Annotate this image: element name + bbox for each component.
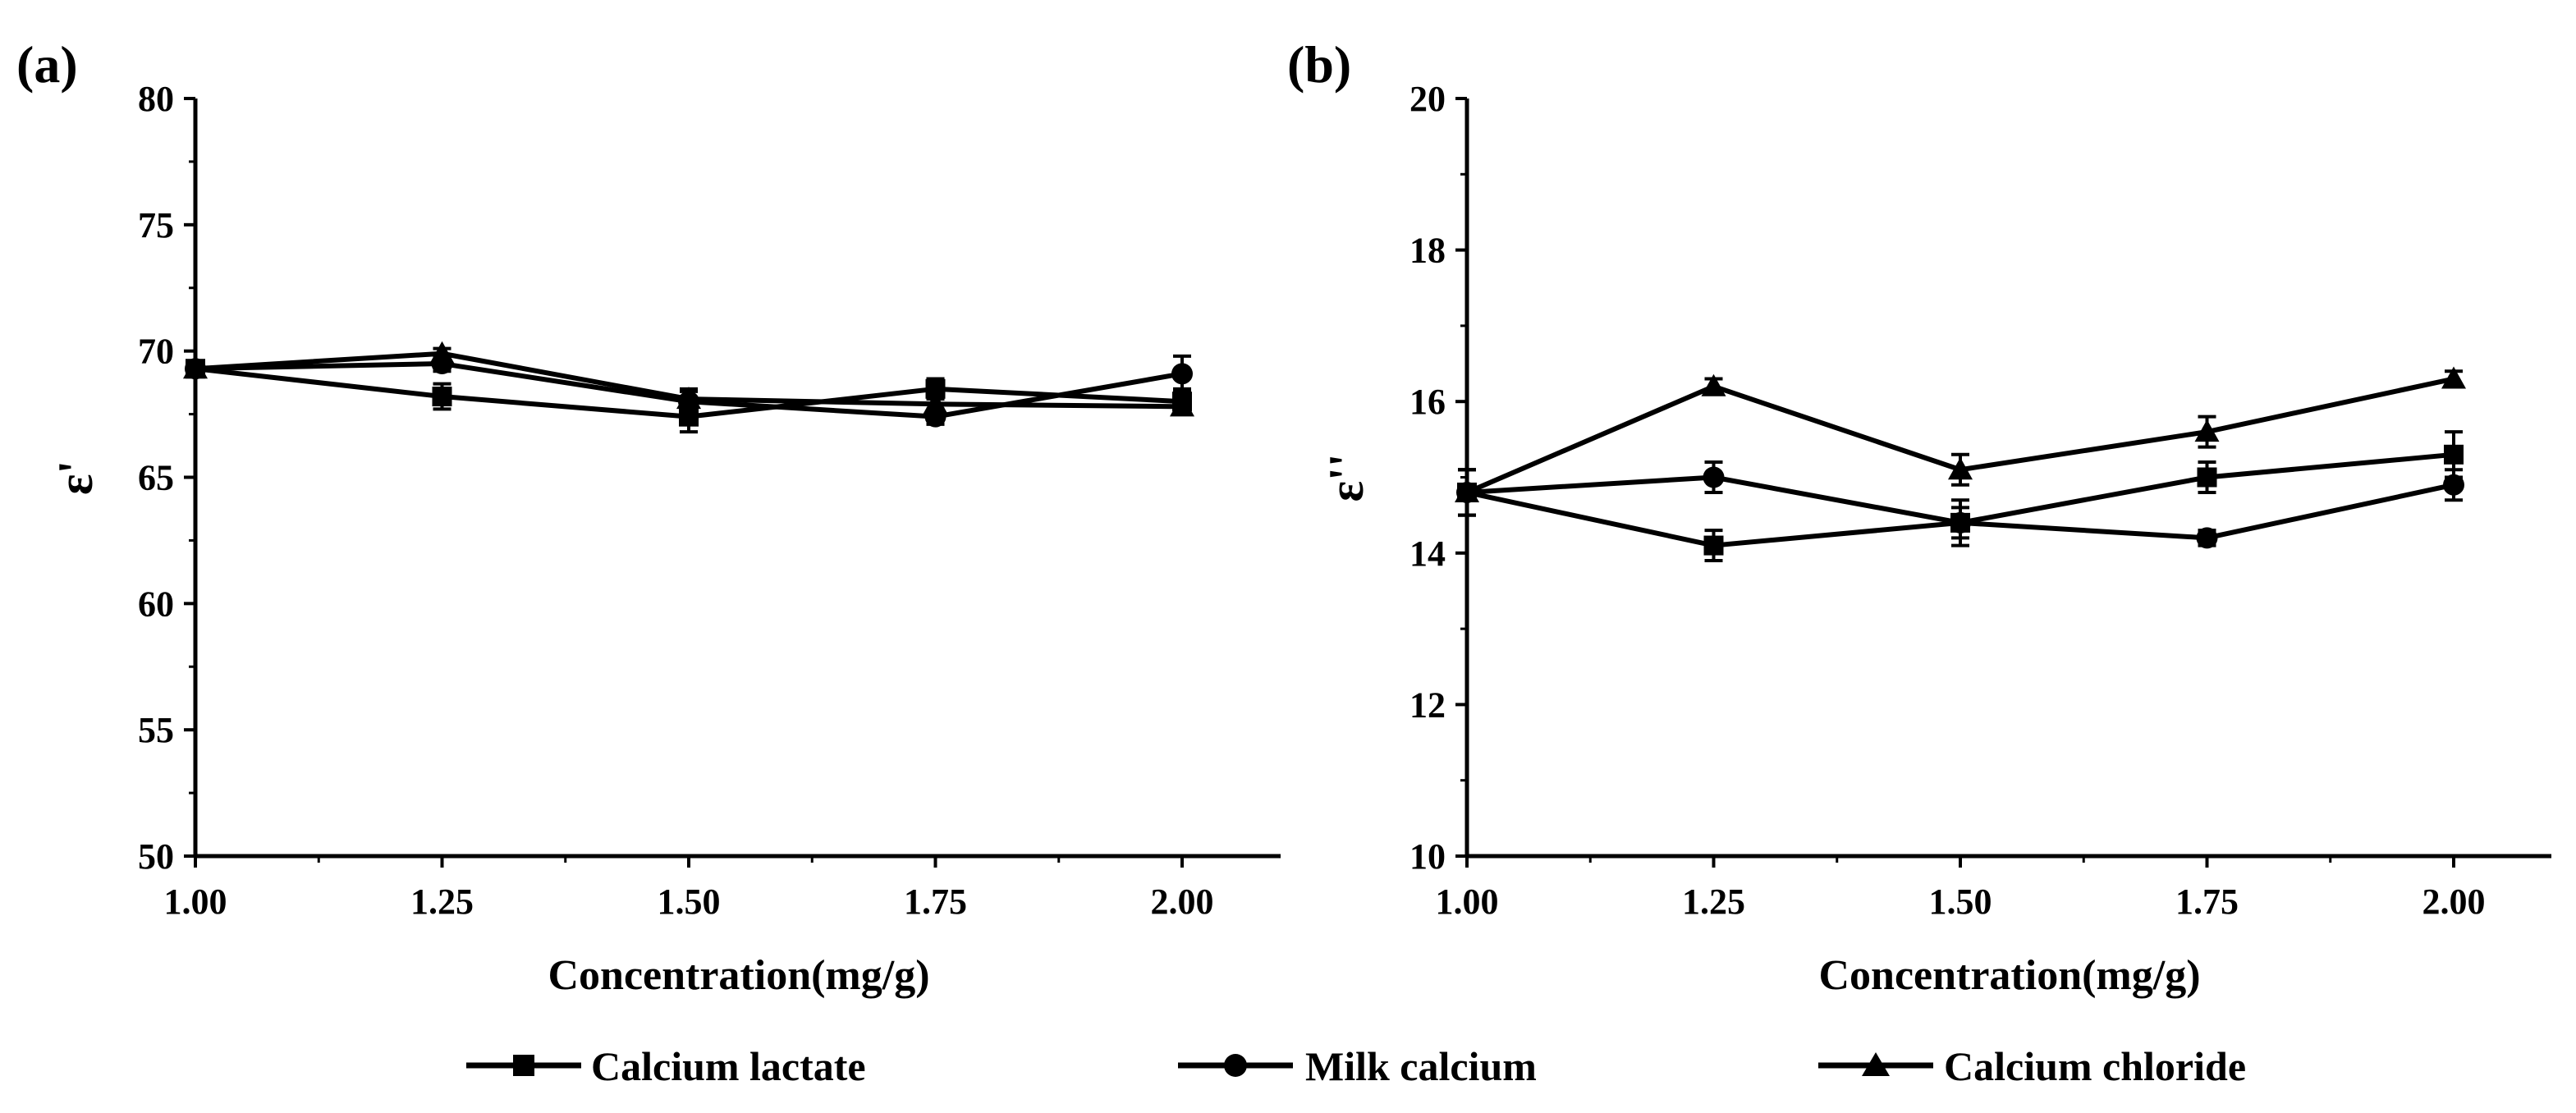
panel-b-label: (b) bbox=[1287, 35, 1351, 94]
panel-b-point-milk-calcium bbox=[1950, 511, 1971, 534]
panel-b-plot: 10 12 14 16 18 20 1.00 1.25 1.50 1.75 2.00 bbox=[1409, 79, 2551, 922]
panel-a-x-tick-label: 1.25 bbox=[410, 882, 474, 922]
panel-b-point-calcium-lactate bbox=[2197, 467, 2217, 488]
panel-a-y-tick-label: 80 bbox=[138, 79, 174, 119]
legend-item-calcium-lactate: Calcium lactate bbox=[466, 1043, 866, 1089]
panel-a-label: (a) bbox=[16, 35, 78, 94]
panel-a-point-calcium-chloride bbox=[183, 356, 208, 379]
panel-a-y-tick-label: 60 bbox=[138, 584, 174, 624]
panel-a-point-calcium-lactate bbox=[432, 387, 452, 407]
panel-a-y-tick-label: 55 bbox=[138, 710, 174, 750]
panel-b-x-axis-title: Concentration(mg/g) bbox=[1818, 952, 2200, 999]
legend-triangle-icon bbox=[1862, 1052, 1890, 1076]
panel-b-y-tick-label: 16 bbox=[1409, 382, 1446, 422]
panel-b-y-tick-label: 20 bbox=[1409, 79, 1446, 119]
panel-b-point-milk-calcium bbox=[1703, 466, 1725, 488]
legend-item-calcium-chloride: Calcium chloride bbox=[1818, 1043, 2246, 1089]
panel-a-x-tick-label: 1.75 bbox=[904, 882, 967, 922]
panel-a-x-tick-label: 1.50 bbox=[658, 882, 721, 922]
panel-b-x-tick-label: 1.50 bbox=[1929, 882, 1992, 922]
panel-b-point-calcium-chloride bbox=[1948, 457, 1973, 480]
panel-b-point-milk-calcium bbox=[2196, 527, 2218, 549]
panel-b-point-calcium-chloride bbox=[1455, 479, 1479, 502]
panel-a-x-axis-title: Concentration(mg/g) bbox=[548, 952, 929, 999]
panel-a-y-axis-title: ε' bbox=[48, 460, 103, 495]
legend-label-calcium-chloride: Calcium chloride bbox=[1944, 1043, 2246, 1089]
panel-b-x-tick-label: 1.00 bbox=[1436, 882, 1499, 922]
legend-label-calcium-lactate: Calcium lactate bbox=[591, 1043, 866, 1089]
panel-b-point-calcium-chloride bbox=[2441, 366, 2466, 389]
panel-b-y-tick-label: 10 bbox=[1409, 836, 1446, 877]
panel-a-y-tick-label: 65 bbox=[138, 458, 174, 498]
panel-a-y-tick-label: 75 bbox=[138, 205, 174, 245]
panel-b-x-tick-label: 1.25 bbox=[1682, 882, 1745, 922]
panel-b-point-milk-calcium bbox=[2443, 474, 2464, 496]
panel-a-point-milk-calcium bbox=[1171, 363, 1193, 385]
panel-b-point-calcium-lactate bbox=[1703, 535, 1724, 556]
panel-a-y-tick-label: 70 bbox=[138, 332, 174, 372]
panel-a-point-calcium-chloride bbox=[1170, 394, 1194, 417]
panel-b-y-tick-label: 18 bbox=[1409, 231, 1446, 271]
legend-label-milk-calcium: Milk calcium bbox=[1305, 1043, 1537, 1089]
panel-a-point-calcium-chloride bbox=[676, 387, 701, 410]
panel-b-y-tick-label: 14 bbox=[1409, 534, 1446, 574]
legend-circle-icon bbox=[1224, 1054, 1247, 1077]
panel-b-point-calcium-lactate bbox=[2444, 444, 2464, 465]
panel-a-point-calcium-chloride bbox=[429, 341, 455, 364]
panel-b-y-axis-title: ε'' bbox=[1319, 454, 1373, 502]
panel-b-x-tick-label: 2.00 bbox=[2422, 882, 2486, 922]
panel-a-plot: 50 55 60 65 70 75 80 1.00 1.25 1.50 1.75 2.00 bbox=[138, 79, 1281, 922]
legend: Calcium lactate Milk calcium Calcium chl… bbox=[466, 1043, 2246, 1089]
panel-b-x-tick-label: 1.75 bbox=[2175, 882, 2239, 922]
legend-square-icon bbox=[513, 1055, 534, 1076]
panel-b-point-calcium-chloride bbox=[2194, 419, 2220, 442]
legend-item-milk-calcium: Milk calcium bbox=[1178, 1043, 1537, 1089]
panel-b-y-tick-label: 12 bbox=[1409, 685, 1446, 725]
panel-a-x-tick-label: 2.00 bbox=[1151, 882, 1214, 922]
panel-a-point-calcium-chloride bbox=[923, 392, 948, 415]
panel-a-y-tick-label: 50 bbox=[138, 836, 174, 877]
panel-a-x-tick-label: 1.00 bbox=[164, 882, 227, 922]
panel-b-point-calcium-chloride bbox=[1701, 373, 1726, 396]
